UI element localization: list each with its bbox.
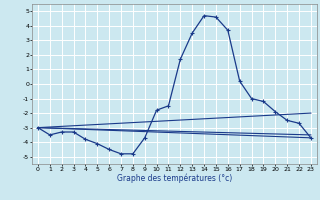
X-axis label: Graphe des températures (°c): Graphe des températures (°c) (117, 174, 232, 183)
